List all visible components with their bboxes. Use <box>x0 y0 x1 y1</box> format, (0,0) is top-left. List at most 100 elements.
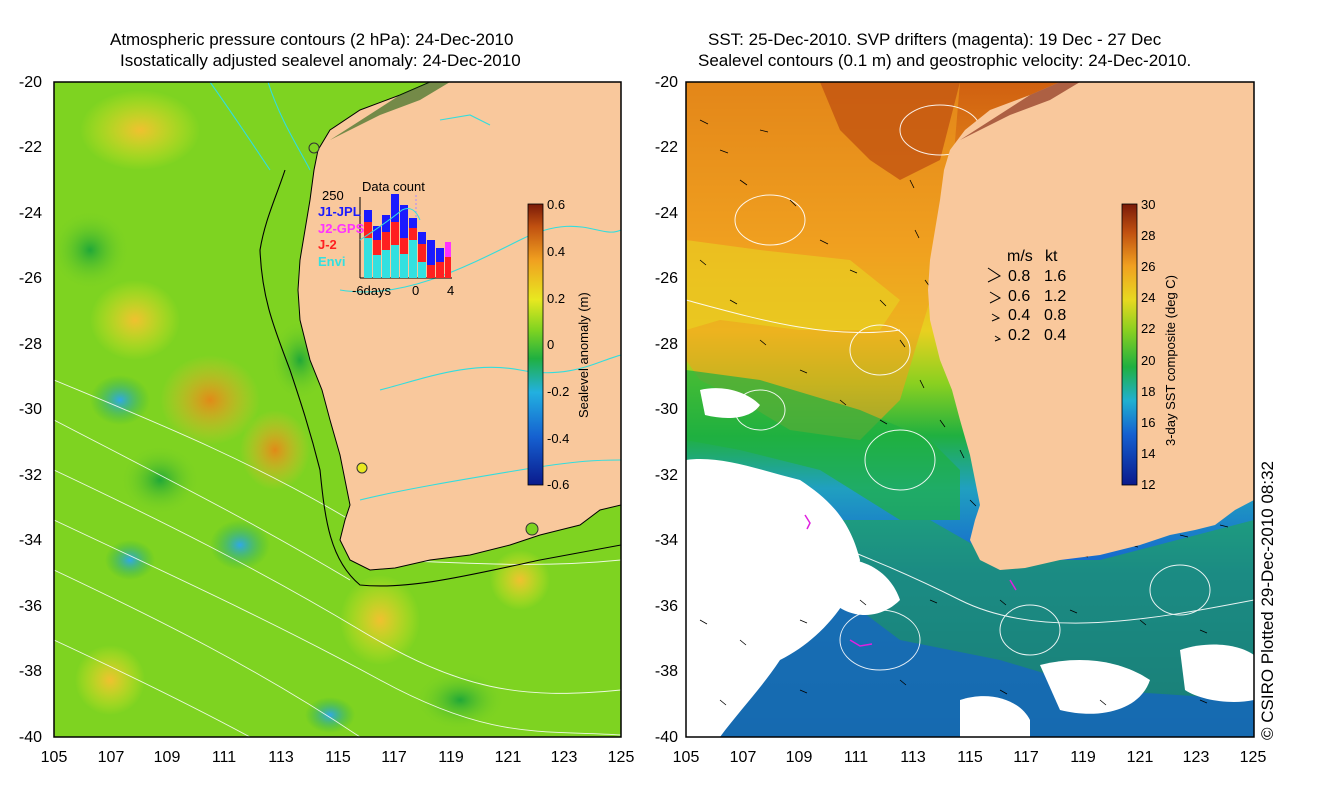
lat-label: -34 <box>18 532 42 549</box>
data-count-series-envi: Envi <box>318 254 346 269</box>
lon-label: 107 <box>97 749 125 766</box>
lon-label: 117 <box>1013 749 1039 766</box>
left-title-line2: Isostatically adjusted sealevel anomaly:… <box>120 51 521 70</box>
left-tide-gauge-2 <box>356 462 368 474</box>
left-map-frame <box>53 81 622 738</box>
left-map <box>54 82 621 737</box>
right-drifter-track-1 <box>804 514 811 530</box>
left-tide-gauge-1 <box>308 142 320 154</box>
lon-label: 111 <box>211 749 237 766</box>
right-colorbar-tick: 24 <box>1141 290 1156 305</box>
credit-text: © CSIRO Plotted 29-Dec-2010 08:32 <box>1258 460 1277 740</box>
left-colorbar <box>527 203 544 486</box>
right-drifter-track-3 <box>1009 579 1017 591</box>
speed-legend-ms: 0.6 <box>1008 288 1031 305</box>
speed-legend-kt: 1.6 <box>1044 268 1067 285</box>
speed-legend-arrows <box>987 267 1002 342</box>
right-title-line1: SST: 25-Dec-2010. SVP drifters (magenta)… <box>708 30 1162 49</box>
lat-label: -38 <box>654 663 678 680</box>
right-colorbar-tick: 12 <box>1141 477 1156 492</box>
data-count-inset <box>359 194 452 279</box>
speed-legend-header-kt: kt <box>1045 248 1058 265</box>
lat-label: -26 <box>654 270 678 287</box>
lat-label: -22 <box>654 139 678 156</box>
lon-label: 121 <box>494 749 522 766</box>
data-count-bars <box>364 194 451 278</box>
lat-label: -30 <box>18 401 42 418</box>
lon-label: 119 <box>438 749 464 766</box>
left-colorbar-tick: 0 <box>547 337 555 352</box>
left-colorbar-tick: -0.6 <box>547 477 570 492</box>
speed-legend-ms: 0.2 <box>1008 327 1031 344</box>
lon-label: 121 <box>1126 749 1154 766</box>
lat-label: -36 <box>654 598 678 615</box>
lon-label: 119 <box>1070 749 1096 766</box>
left-colorbar-label: Sealevel anomaly (m) <box>576 292 591 418</box>
lat-label: -26 <box>18 270 42 287</box>
lat-label: -34 <box>654 532 678 549</box>
data-count-xlabel-end: 4 <box>447 283 455 298</box>
lon-label: 123 <box>550 749 578 766</box>
lat-label: -22 <box>18 139 42 156</box>
right-colorbar-tick: 22 <box>1141 321 1156 336</box>
right-cloud-mask <box>686 388 1254 737</box>
lat-label: -32 <box>654 467 678 484</box>
speed-legend-kt: 0.4 <box>1044 327 1067 344</box>
left-colorbar-tick: 0.4 <box>547 244 566 259</box>
lon-label: 105 <box>672 749 700 766</box>
speed-legend-ms: 0.4 <box>1008 307 1031 324</box>
right-map <box>686 82 1254 737</box>
lon-label: 125 <box>607 749 635 766</box>
right-colorbar-tick: 28 <box>1141 228 1156 243</box>
lon-label: 109 <box>785 749 813 766</box>
lon-label: 109 <box>153 749 181 766</box>
left-colorbar-tick: -0.2 <box>547 384 570 399</box>
data-count-series-j2gps: J2-GPS <box>318 221 365 236</box>
data-count-series-j1jpl: J1-JPL <box>318 204 361 219</box>
right-drifter-track-2 <box>849 639 873 647</box>
data-count-xlabel-start: -6days <box>352 283 392 298</box>
right-colorbar-tick: 20 <box>1141 353 1156 368</box>
right-colorbar-tick: 30 <box>1141 197 1156 212</box>
lon-label: 125 <box>1239 749 1267 766</box>
data-count-xlabel-zero: 0 <box>412 283 420 298</box>
data-count-ymax: 250 <box>322 188 344 203</box>
lat-label: -28 <box>18 336 42 353</box>
lat-label: -20 <box>654 74 678 91</box>
right-australia-land <box>928 82 1254 570</box>
lat-label: -24 <box>654 205 678 222</box>
left-colorbar-tick: -0.4 <box>547 431 570 446</box>
right-colorbar-tick: 14 <box>1141 446 1156 461</box>
lat-label: -32 <box>18 467 42 484</box>
speed-legend-kt: 0.8 <box>1044 307 1067 324</box>
lon-label: 113 <box>900 749 926 766</box>
lon-label: 115 <box>325 749 351 766</box>
left-colorbar-tick: 0.2 <box>547 291 566 306</box>
left-tide-gauge-3 <box>525 522 539 536</box>
lat-label: -30 <box>654 401 678 418</box>
right-colorbar-tick: 16 <box>1141 415 1156 430</box>
lat-label: -38 <box>18 663 42 680</box>
lon-label: 113 <box>268 749 294 766</box>
lat-label: -40 <box>654 729 678 746</box>
lon-label: 105 <box>40 749 68 766</box>
speed-legend-ms: 0.8 <box>1008 268 1031 285</box>
speed-legend-header-ms: m/s <box>1007 248 1033 265</box>
right-colorbar-tick: 18 <box>1141 384 1156 399</box>
left-title-line1: Atmospheric pressure contours (2 hPa): 2… <box>110 30 514 49</box>
left-cyan-contours <box>209 82 621 501</box>
right-colorbar-label: 3-day SST composite (deg C) <box>1163 275 1178 446</box>
lon-label: 115 <box>957 749 983 766</box>
lat-label: -20 <box>18 74 42 91</box>
lon-label: 107 <box>729 749 757 766</box>
left-colorbar-tick: 0.6 <box>547 197 566 212</box>
data-count-series-j2: J-2 <box>318 237 337 252</box>
right-colorbar <box>1121 203 1138 486</box>
lon-label: 123 <box>1182 749 1210 766</box>
lat-label: -28 <box>654 336 678 353</box>
lon-label: 111 <box>843 749 869 766</box>
lon-label: 117 <box>381 749 407 766</box>
right-colorbar-tick: 26 <box>1141 259 1156 274</box>
right-map-frame <box>685 81 1255 738</box>
